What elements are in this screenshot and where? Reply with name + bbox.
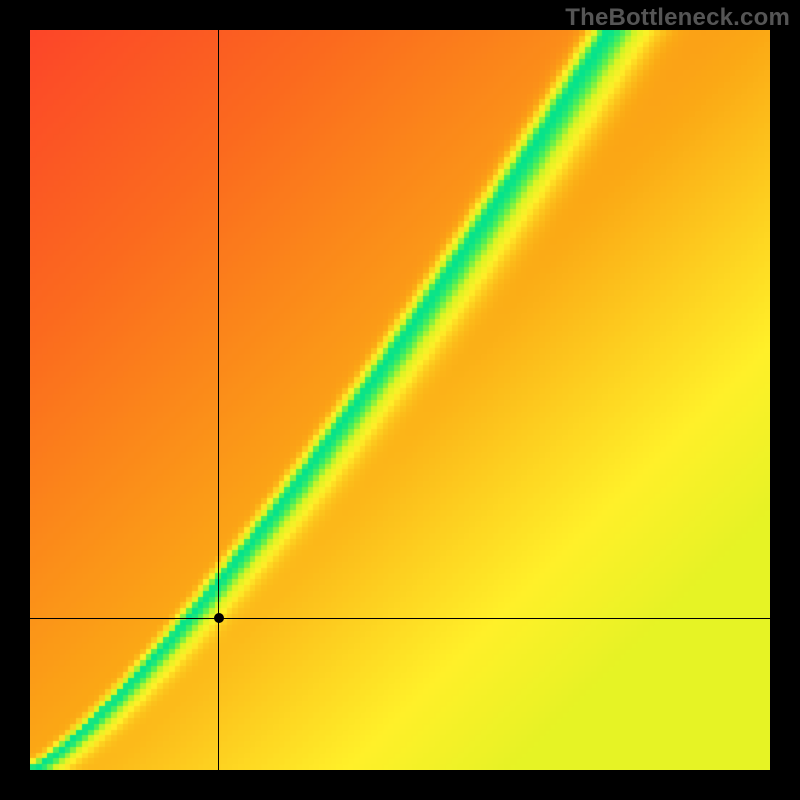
marker-dot bbox=[214, 613, 224, 623]
crosshair-vertical bbox=[218, 30, 219, 770]
crosshair-horizontal bbox=[30, 618, 770, 619]
watermark-text: TheBottleneck.com bbox=[565, 4, 790, 32]
plot-area bbox=[30, 30, 770, 770]
chart-container: TheBottleneck.com bbox=[0, 0, 800, 800]
heatmap-canvas bbox=[30, 30, 770, 770]
